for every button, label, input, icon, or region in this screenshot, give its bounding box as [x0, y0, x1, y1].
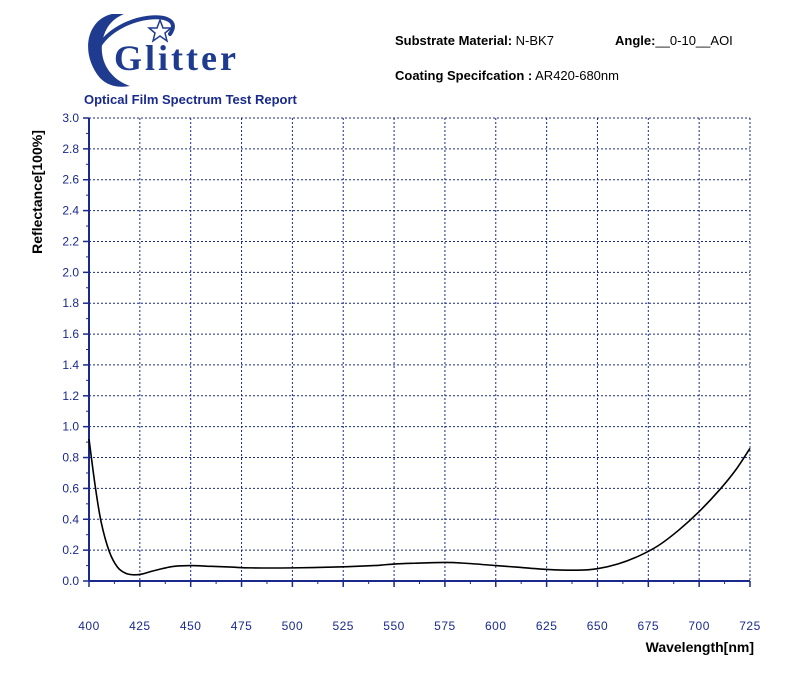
chart-grid	[89, 118, 750, 581]
chart-ticks: 0.0 0.2 0.4 0.6 0.8 1.0 1.2 1.4 1.6 1.8 2.0 2.2 2.4 2…	[62, 111, 760, 633]
x-tick-label: 400	[78, 619, 100, 633]
reflectance-curve	[88, 438, 751, 576]
x-tick-label: 600	[485, 619, 507, 633]
y-tick-label: 1.4	[62, 358, 79, 372]
y-tick-label: 2.8	[62, 142, 79, 156]
y-tick-label: 0.4	[62, 512, 79, 526]
y-tick-label: 3.0	[62, 111, 79, 125]
coating-label: Coating Specifcation :	[395, 68, 533, 83]
x-axis-title: Wavelength[nm]	[646, 639, 754, 655]
logo-wordmark: Glitter	[114, 38, 239, 78]
y-tick-label: 0.2	[62, 543, 79, 557]
angle-info: Angle:__0-10__AOI	[615, 33, 733, 48]
x-tick-label: 525	[332, 619, 354, 633]
y-tick-label: 2.4	[62, 204, 79, 218]
coating-specification: Coating Specifcation : AR420-680nm	[395, 68, 619, 83]
y-tick-label: 2.2	[62, 234, 79, 248]
plot-frame	[88, 117, 751, 582]
x-tick-label: 575	[434, 619, 456, 633]
x-tick-label: 425	[129, 619, 151, 633]
x-tick-label: 550	[383, 619, 405, 633]
substrate-material: Substrate Material: N-BK7	[395, 33, 554, 48]
y-tick-label: 1.0	[62, 420, 79, 434]
y-tick-label: 0.8	[62, 451, 79, 465]
x-tick-label: 700	[688, 619, 710, 633]
y-tick-label: 1.6	[62, 327, 79, 341]
logo-swoosh-icon	[88, 14, 130, 87]
angle-label: Angle:	[615, 33, 656, 48]
x-tick-label: 675	[638, 619, 660, 633]
substrate-value: N-BK7	[515, 33, 554, 48]
coating-value: AR420-680nm	[535, 68, 619, 83]
logo-orbit-icon	[96, 15, 175, 50]
y-tick-label: 2.6	[62, 173, 79, 187]
y-tick-label: 0.6	[62, 481, 79, 495]
y-tick-label: 0.0	[62, 574, 79, 588]
glitter-logo: Glitter	[88, 14, 239, 87]
y-tick-label: 2.0	[62, 265, 79, 279]
y-tick-label: 1.8	[62, 296, 79, 310]
angle-value: __0-10__AOI	[655, 33, 733, 48]
x-tick-label: 625	[536, 619, 558, 633]
y-tick-label: 1.2	[62, 389, 79, 403]
x-tick-label: 725	[739, 619, 761, 633]
substrate-label: Substrate Material:	[395, 33, 513, 48]
report-title: Optical Film Spectrum Test Report	[84, 92, 297, 107]
x-tick-label: 475	[231, 619, 253, 633]
y-axis-title: Reflectance[100%]	[29, 130, 45, 254]
logo-star-icon	[146, 17, 174, 43]
x-tick-label: 500	[282, 619, 304, 633]
x-tick-label: 650	[587, 619, 609, 633]
x-tick-label: 450	[180, 619, 202, 633]
